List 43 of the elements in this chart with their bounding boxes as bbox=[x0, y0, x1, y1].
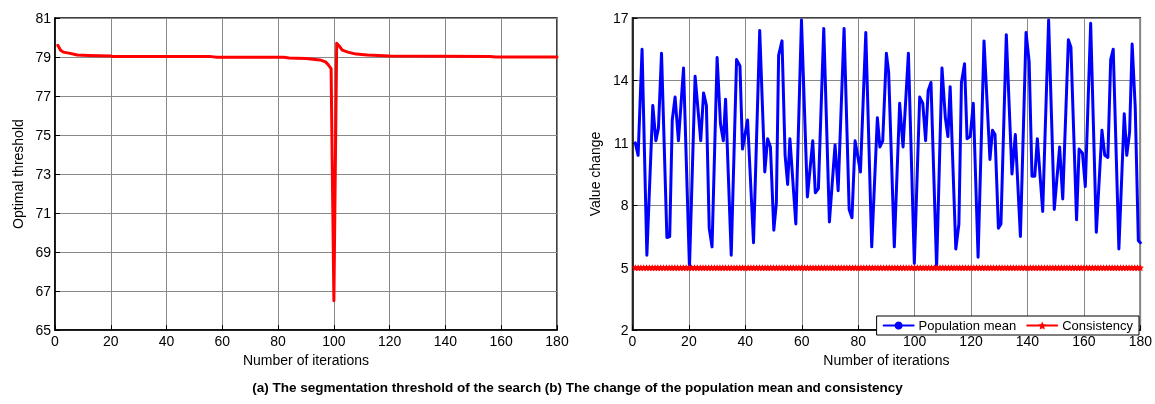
y-axis-title: Optimal threshold bbox=[9, 119, 26, 229]
x-tick-label: 80 bbox=[850, 333, 867, 350]
x-tick-label: 140 bbox=[1015, 333, 1040, 350]
y-tick-label: 2 bbox=[620, 322, 629, 339]
y-axis-title: Value change bbox=[587, 131, 603, 217]
x-axis-title: Number of iterations bbox=[823, 352, 950, 368]
y-tick-label: 81 bbox=[35, 10, 52, 26]
y-tick-label: 17 bbox=[612, 10, 629, 26]
y-tick-label: 73 bbox=[35, 166, 52, 183]
y-tick-label: 69 bbox=[35, 244, 52, 261]
y-tick-label: 79 bbox=[35, 49, 52, 66]
x-tick-label: 120 bbox=[377, 333, 402, 350]
y-tick-label: 75 bbox=[35, 127, 52, 144]
y-tick-label: 65 bbox=[35, 322, 52, 339]
y-tick-label: 14 bbox=[612, 72, 629, 89]
y-tick-label: 71 bbox=[35, 205, 52, 222]
x-tick-label: 20 bbox=[102, 333, 119, 350]
x-tick-label: 40 bbox=[737, 333, 754, 350]
y-tick-label: 5 bbox=[620, 259, 629, 276]
legend-label: Population mean bbox=[918, 318, 1017, 333]
x-tick-label: 60 bbox=[214, 333, 231, 350]
x-tick-label: 40 bbox=[158, 333, 175, 350]
y-tick-label: 11 bbox=[613, 134, 629, 151]
y-tick-label: 77 bbox=[35, 88, 52, 105]
x-tick-label: 60 bbox=[793, 333, 810, 350]
x-tick-label: 160 bbox=[489, 333, 514, 350]
y-tick-label: 8 bbox=[620, 197, 629, 214]
legend-label: Consistency bbox=[1062, 318, 1134, 333]
x-tick-label: 120 bbox=[959, 333, 983, 350]
text: (a) The segmentation threshold of the search (b) The change of the population mean and consistency bbox=[251, 380, 904, 395]
line-series bbox=[56, 41, 559, 303]
x-tick-label: 100 bbox=[902, 333, 927, 350]
x-tick-label: 80 bbox=[270, 333, 287, 350]
x-tick-label: 100 bbox=[322, 333, 346, 350]
y-tick-label: 67 bbox=[35, 283, 52, 300]
x-tick-label: 0 bbox=[628, 333, 637, 350]
x-tick-label: 160 bbox=[1072, 333, 1096, 350]
x-tick-label: 140 bbox=[433, 333, 458, 350]
x-tick-label: 180 bbox=[1128, 333, 1153, 350]
x-tick-label: 0 bbox=[51, 333, 60, 350]
x-tick-label: 20 bbox=[681, 333, 697, 350]
x-axis-title: Number of iterations bbox=[242, 352, 370, 368]
x-tick-label: 180 bbox=[545, 333, 569, 350]
